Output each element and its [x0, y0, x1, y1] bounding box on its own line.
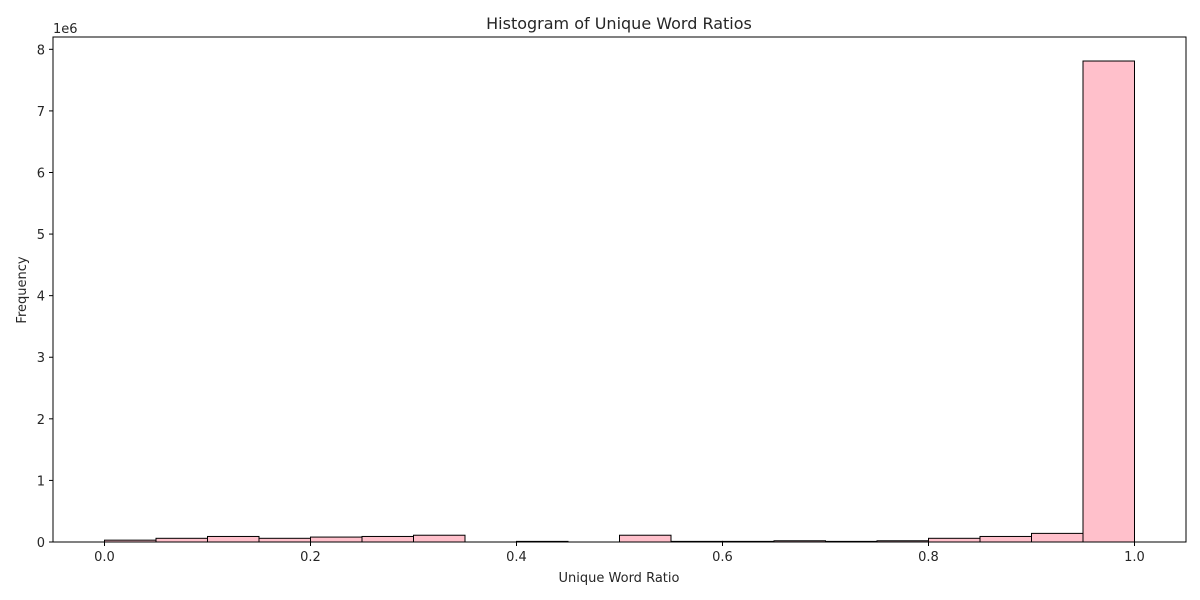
x-tick-label-1: 0.2: [300, 550, 321, 565]
y-axis-ticks: 0 1 2 3 4 5 6 7 8: [37, 43, 53, 551]
y-tick-label-2: 2: [37, 413, 45, 428]
y-tick-label-4: 4: [37, 290, 45, 305]
x-axis-ticks: 0.0 0.2 0.4 0.6 0.8 1.0: [94, 542, 1145, 565]
histogram-bar-3: [258, 537, 311, 543]
histogram-bar-6: [413, 534, 466, 543]
chart-title: Histogram of Unique Word Ratios: [486, 14, 752, 33]
histogram-bar-19: [1082, 60, 1135, 543]
y-tick-label-8: 8: [37, 43, 45, 58]
histogram-bar-18: [1031, 532, 1084, 543]
histogram-bar-2: [207, 535, 260, 543]
x-tick-label-2: 0.4: [506, 550, 527, 565]
y-axis-label: Frequency: [15, 256, 30, 323]
histogram-bar-17: [979, 535, 1032, 543]
x-tick-label-4: 0.8: [918, 550, 939, 565]
x-axis-label: Unique Word Ratio: [559, 571, 680, 586]
plot-frame: [52, 36, 1187, 543]
x-tick-label-0: 0.0: [94, 550, 115, 565]
histogram-bar-1: [155, 537, 208, 543]
histogram-bar-10: [619, 534, 672, 543]
y-tick-label-6: 6: [37, 166, 45, 181]
y-tick-label-1: 1: [37, 474, 45, 489]
bars-group: [104, 60, 1135, 543]
histogram-bar-4: [310, 536, 363, 543]
x-tick-label-3: 0.6: [712, 550, 733, 565]
histogram-bar-5: [361, 535, 414, 543]
y-tick-label-5: 5: [37, 228, 45, 243]
y-scale-label: 1e6: [53, 22, 78, 37]
x-tick-label-5: 1.0: [1124, 550, 1145, 565]
y-tick-label-7: 7: [37, 105, 45, 120]
histogram-bar-16: [928, 537, 981, 543]
y-tick-label-3: 3: [37, 351, 45, 366]
y-tick-label-0: 0: [37, 536, 45, 551]
